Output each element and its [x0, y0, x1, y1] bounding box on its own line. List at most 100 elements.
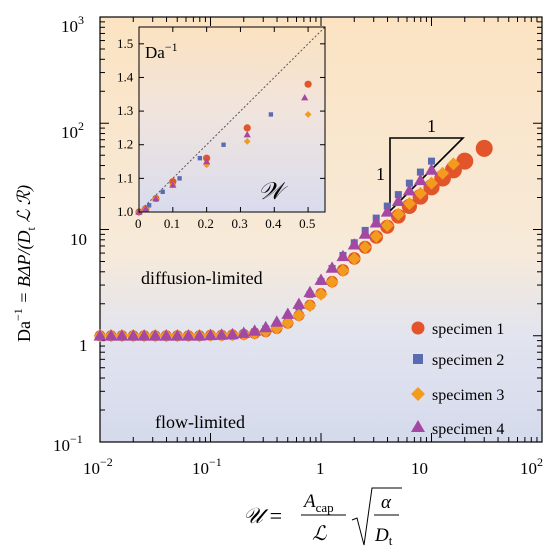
inset-x-tick-label: 0.5	[299, 216, 315, 231]
inset-data-point	[268, 112, 274, 117]
data-point	[336, 264, 350, 278]
data-point	[394, 191, 402, 199]
data-point	[314, 273, 328, 285]
inset-background	[139, 27, 325, 212]
y-tick-label-0.1: 10−1	[53, 432, 83, 455]
y-tick-label-100: 102	[61, 119, 84, 142]
data-point	[292, 297, 306, 309]
y-tick-labels: 10−1 1 10 102 103	[53, 13, 88, 455]
data-point	[115, 329, 129, 341]
data-point	[336, 249, 350, 262]
x-tick-label-100: 102	[520, 455, 543, 478]
data-point	[237, 326, 251, 338]
data-point	[380, 219, 394, 233]
main-series	[93, 139, 493, 343]
data-point	[369, 229, 383, 243]
x-axis-label-sqrt-den: Dt	[374, 525, 393, 548]
data-point	[402, 197, 416, 211]
data-point	[281, 316, 295, 330]
data-point	[292, 309, 306, 323]
data-point	[270, 315, 284, 327]
inset-data-point	[203, 157, 211, 165]
data-point	[148, 329, 162, 341]
inset-data-point	[197, 155, 203, 161]
data-point	[303, 299, 317, 313]
inset-data-point	[169, 181, 177, 188]
inset-x-tick-label: 0.3	[231, 216, 247, 231]
y-tick-label-1: 1	[79, 336, 88, 355]
data-point	[425, 176, 438, 190]
data-point	[215, 328, 229, 340]
data-point	[137, 329, 151, 341]
data-point	[369, 216, 383, 228]
inset-data-point	[304, 111, 312, 118]
legend-label-specimen-3: specimen 3	[432, 387, 504, 404]
inset-data-point	[177, 176, 182, 181]
legend-label-specimen-1: specimen 1	[432, 321, 504, 338]
data-point	[204, 328, 217, 341]
data-point	[314, 287, 328, 301]
inset-x-tick-label: 0	[135, 216, 142, 231]
legend-entry-specimen-3: specimen 3	[411, 387, 504, 404]
legend: specimen 1 specimen 2 specimen 3 specime…	[411, 321, 504, 438]
x-axis-label-sqrt-num: α	[381, 492, 392, 513]
data-point	[413, 186, 427, 200]
legend-marker-triangle	[411, 420, 425, 432]
data-point	[170, 329, 184, 341]
main-axis-ticks	[99, 17, 542, 443]
data-point	[347, 252, 361, 266]
data-point	[159, 329, 173, 341]
y-axis-label: Da−1 = BΔP/(Dt ℒ ℛ)	[11, 185, 38, 342]
plot-frame	[99, 16, 543, 443]
x-tick-label-10: 10	[411, 459, 428, 478]
data-point	[181, 329, 195, 341]
x-axis-label-num: Acap	[302, 491, 334, 515]
slope-triangle-top-label: 1	[427, 116, 436, 136]
data-point	[475, 139, 493, 157]
data-point	[281, 307, 295, 319]
region-label-flow: flow-limited	[155, 412, 245, 432]
inset-y-tick-label: 1.4	[117, 69, 134, 84]
data-point	[93, 329, 107, 341]
x-tick-labels: 10−2 10−1 1 10 102	[83, 455, 543, 478]
series-specimen-4	[93, 163, 438, 341]
inset-y-tick-label: 1.2	[117, 137, 133, 152]
inset-tick-labels: 0 0.1 0.2 0.3 0.4 0.5 1.0 1.1 1.2 1.3 1.4 1.5	[117, 36, 315, 231]
inset-data-point	[160, 189, 165, 195]
inset-frame	[138, 26, 326, 213]
x-axis-label-den: ℒ	[312, 523, 327, 545]
legend-entry-specimen-1: specimen 1	[411, 321, 504, 338]
data-point	[391, 194, 405, 206]
inset-x-tick-label: 0.1	[164, 216, 180, 231]
inset-x-tick-label: 0.2	[198, 216, 214, 231]
data-point	[405, 179, 413, 187]
x-tick-label-1: 1	[316, 459, 325, 478]
data-point	[347, 238, 361, 250]
x-axis-label-lhs: 𝒰 =	[243, 503, 283, 528]
y-tick-label-1000: 103	[61, 13, 84, 36]
data-point	[325, 261, 339, 273]
inset-data-point	[243, 137, 251, 145]
slope-triangle-side-label: 1	[376, 164, 385, 184]
data-point	[259, 320, 273, 333]
inset-data-point	[243, 131, 251, 138]
inset-data-point	[142, 205, 150, 212]
inset-data-point	[243, 124, 251, 132]
region-label-diffusion: diffusion-limited	[141, 268, 263, 288]
data-point	[358, 227, 372, 239]
inset-data-point	[221, 142, 226, 147]
inset-y-tick-label: 1.5	[117, 36, 133, 51]
inset-chart: 0 0.1 0.2 0.3 0.4 0.51.01.11.21.31.41.5 Da−1 …	[117, 26, 326, 231]
x-axis-label: 𝒰 = Acap ℒ α Dt	[243, 487, 402, 548]
legend-entry-specimen-2: specimen 2	[413, 352, 504, 369]
data-point	[248, 324, 262, 336]
inset-y-tick-label: 1.3	[117, 103, 133, 118]
data-point	[402, 183, 416, 196]
legend-label-specimen-4: specimen 4	[432, 421, 504, 438]
data-point	[104, 329, 118, 341]
legend-marker-circle	[411, 321, 425, 335]
inset-y-label: Da−1	[145, 40, 178, 62]
data-point	[380, 205, 394, 217]
x-tick-label-0.01: 10−2	[83, 455, 113, 478]
